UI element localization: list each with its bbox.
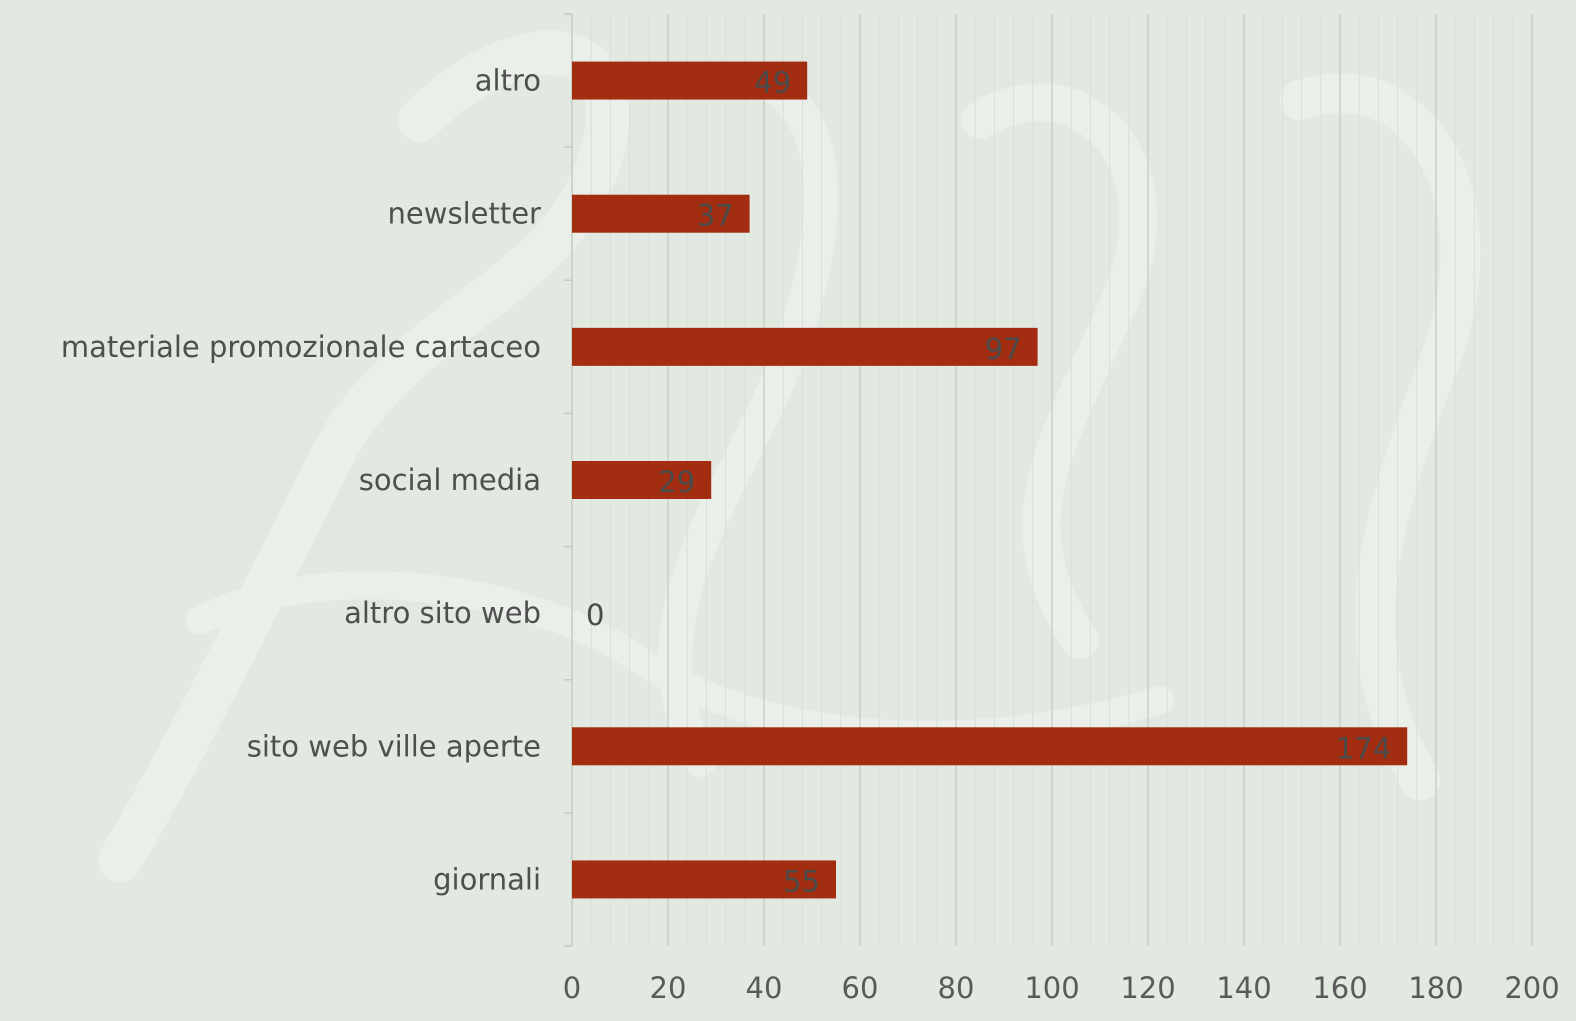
x-tick-label: 80	[938, 971, 975, 1005]
x-tick-label: 140	[1216, 971, 1271, 1005]
bar-value-label: 174	[1336, 731, 1391, 765]
x-tick-label: 100	[1024, 971, 1079, 1005]
x-tick-label: 160	[1312, 971, 1367, 1005]
category-label: altro	[475, 64, 541, 98]
x-tick-label: 120	[1120, 971, 1175, 1005]
category-label: sito web ville aperte	[247, 729, 541, 763]
bar	[572, 61, 808, 100]
bar	[572, 461, 712, 499]
category-label: social media	[359, 463, 541, 497]
x-tick-label: 20	[650, 971, 687, 1005]
bar-value-label: 49	[754, 66, 791, 100]
category-label: materiale promozionale cartaceo	[61, 330, 541, 364]
bar-value-label: 0	[586, 598, 604, 632]
x-tick-label: 200	[1504, 971, 1559, 1005]
category-label: altro sito web	[344, 596, 541, 630]
major-gridlines	[667, 14, 1533, 946]
x-tick-label: 0	[563, 971, 581, 1005]
bar-value-label: 29	[658, 465, 695, 499]
x-tick-label: 180	[1408, 971, 1463, 1005]
category-label: newsletter	[388, 197, 542, 231]
x-axis-tick-labels: 0 20 40 60 80 100 120 140 160 180 200	[563, 971, 1560, 1005]
x-tick-label: 60	[842, 971, 879, 1005]
bar	[572, 860, 836, 899]
bar-value-label: 55	[783, 864, 820, 898]
background-watermark	[98, 30, 1481, 882]
category-label: giornali	[433, 862, 541, 896]
bar	[572, 727, 1408, 766]
bar	[572, 327, 1038, 366]
bar-value-label: 37	[697, 199, 734, 233]
bar	[572, 194, 750, 233]
x-tick-label: 40	[746, 971, 783, 1005]
category-labels: altro newsletter materiale promozionale ca…	[61, 64, 541, 897]
data-labels: 49 37 97 29 0 174 55	[586, 66, 1391, 899]
bar-series	[572, 61, 1408, 899]
bar-value-label: 97	[985, 332, 1022, 366]
